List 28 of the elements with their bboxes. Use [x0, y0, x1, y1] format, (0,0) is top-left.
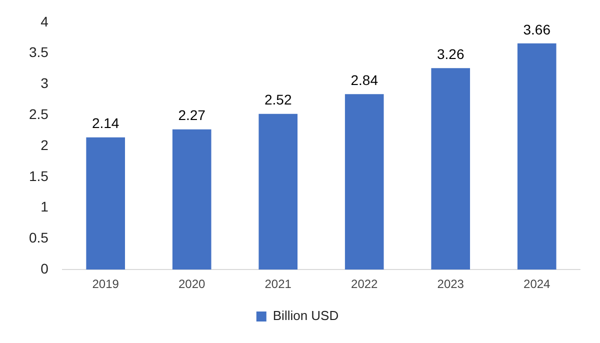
data-label: 3.66	[523, 21, 551, 38]
y-tick-label: 1.5	[28, 168, 49, 184]
y-tick-label: 3.5	[28, 44, 49, 60]
y-tick-label: 2	[40, 136, 49, 153]
x-tick-label: 2024	[524, 277, 551, 292]
bar	[86, 137, 125, 270]
y-tick-label: 0	[40, 260, 49, 276]
data-label: 2.27	[178, 107, 206, 124]
y-tick-label: 3	[40, 75, 49, 92]
x-tick-label: 2023	[437, 277, 464, 292]
y-tick-label: 1	[40, 198, 49, 215]
bar	[517, 43, 556, 270]
y-tick-label: 0.5	[28, 230, 49, 246]
data-label: 2.14	[92, 115, 120, 132]
data-label: 2.52	[264, 92, 292, 108]
bar	[431, 68, 470, 270]
bar	[172, 129, 212, 270]
x-tick-label: 2020	[178, 277, 206, 292]
x-tick-label: 2021	[264, 277, 292, 292]
y-tick-label: 2.5	[28, 106, 49, 122]
bar	[344, 94, 384, 270]
data-label: 2.84	[350, 72, 378, 88]
bar	[258, 114, 298, 270]
data-label: 3.26	[436, 46, 464, 62]
x-tick-label: 2019	[92, 277, 120, 292]
legend-label: Billion USD	[272, 308, 339, 324]
x-tick-label: 2022	[351, 277, 378, 292]
y-tick-label: 4	[40, 13, 49, 30]
